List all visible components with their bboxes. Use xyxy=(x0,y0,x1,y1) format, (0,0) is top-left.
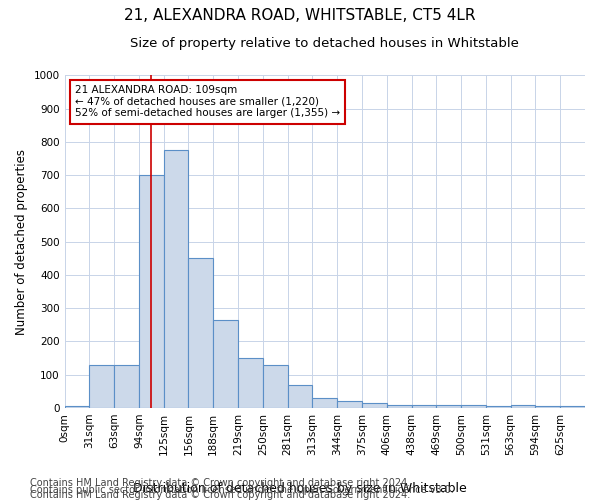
Bar xyxy=(387,404,412,408)
Bar xyxy=(114,365,139,408)
Text: Contains HM Land Registry data © Crown copyright and database right 2024.: Contains HM Land Registry data © Crown c… xyxy=(30,490,410,500)
Bar xyxy=(486,406,511,408)
Bar xyxy=(461,404,486,408)
Bar xyxy=(263,365,287,408)
Bar xyxy=(412,404,436,408)
Bar xyxy=(164,150,188,408)
Text: Contains HM Land Registry data © Crown copyright and database right 2024.: Contains HM Land Registry data © Crown c… xyxy=(30,478,410,488)
Bar xyxy=(337,402,362,408)
Bar xyxy=(89,365,114,408)
Bar xyxy=(535,406,560,408)
Text: 21 ALEXANDRA ROAD: 109sqm
← 47% of detached houses are smaller (1,220)
52% of se: 21 ALEXANDRA ROAD: 109sqm ← 47% of detac… xyxy=(75,86,340,118)
Bar xyxy=(139,175,164,408)
Bar xyxy=(511,404,535,408)
Bar xyxy=(287,384,313,408)
Y-axis label: Number of detached properties: Number of detached properties xyxy=(15,148,28,334)
Bar xyxy=(313,398,337,408)
Title: Size of property relative to detached houses in Whitstable: Size of property relative to detached ho… xyxy=(130,38,519,51)
Text: Distribution of detached houses by size in Whitstable: Distribution of detached houses by size … xyxy=(133,482,467,495)
Bar xyxy=(560,406,585,408)
Text: Contains public sector information licensed under the Open Government Licence v3: Contains public sector information licen… xyxy=(30,485,454,495)
Bar xyxy=(362,403,387,408)
Bar xyxy=(436,404,461,408)
Bar xyxy=(238,358,263,408)
Bar xyxy=(213,320,238,408)
Bar xyxy=(65,406,89,408)
Bar xyxy=(188,258,213,408)
Text: 21, ALEXANDRA ROAD, WHITSTABLE, CT5 4LR: 21, ALEXANDRA ROAD, WHITSTABLE, CT5 4LR xyxy=(124,8,476,22)
